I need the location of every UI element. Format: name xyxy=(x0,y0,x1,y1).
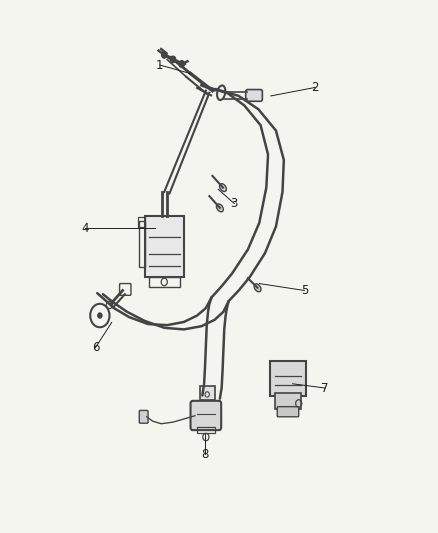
Ellipse shape xyxy=(254,284,261,292)
FancyBboxPatch shape xyxy=(200,386,215,400)
Ellipse shape xyxy=(219,184,226,191)
Circle shape xyxy=(170,56,176,62)
FancyBboxPatch shape xyxy=(246,90,262,101)
Circle shape xyxy=(98,313,102,318)
Text: 7: 7 xyxy=(321,382,329,394)
Circle shape xyxy=(179,61,184,67)
Text: 3: 3 xyxy=(231,197,238,210)
Text: 6: 6 xyxy=(92,341,99,354)
Text: 5: 5 xyxy=(301,284,308,297)
FancyBboxPatch shape xyxy=(270,361,306,396)
Bar xyxy=(138,217,145,227)
Text: 1: 1 xyxy=(156,59,164,71)
FancyBboxPatch shape xyxy=(277,407,299,417)
Text: 2: 2 xyxy=(311,81,319,94)
Bar xyxy=(197,427,215,433)
FancyBboxPatch shape xyxy=(275,393,301,409)
Text: 4: 4 xyxy=(81,222,89,235)
FancyBboxPatch shape xyxy=(145,216,184,277)
Bar xyxy=(149,277,180,287)
FancyBboxPatch shape xyxy=(191,401,221,430)
Text: 8: 8 xyxy=(201,448,208,461)
Ellipse shape xyxy=(216,204,223,212)
Bar xyxy=(139,221,145,266)
Circle shape xyxy=(162,52,167,58)
FancyBboxPatch shape xyxy=(139,410,148,423)
